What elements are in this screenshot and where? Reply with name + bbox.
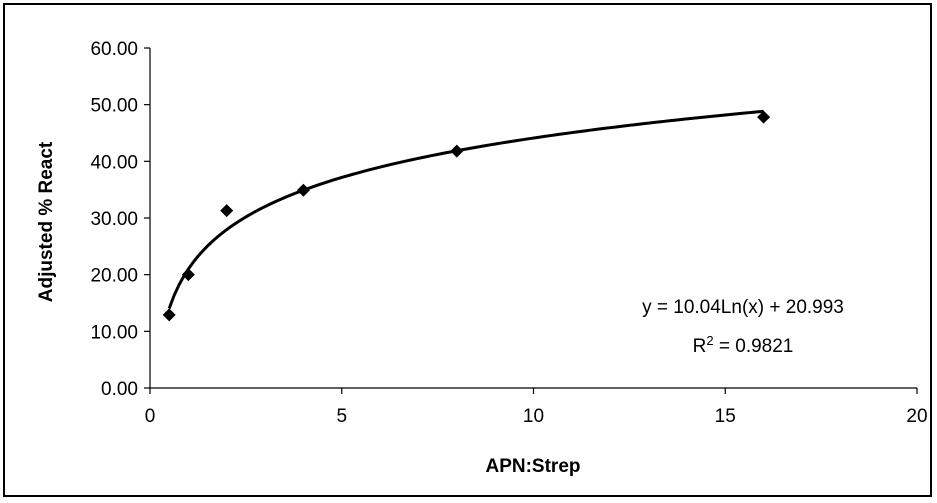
x-tick-label: 10 — [523, 406, 544, 427]
y-axis-title: Adjusted % React — [36, 141, 57, 302]
data-points — [162, 110, 771, 322]
trend-equation: y = 10.04Ln(x) + 20.993 — [642, 297, 844, 318]
x-tick-label: 0 — [145, 406, 156, 427]
y-tick-label: 0.00 — [101, 379, 138, 400]
trendline — [167, 109, 764, 310]
x-tick-label: 5 — [336, 406, 347, 427]
y-tick-label: 40.00 — [90, 152, 138, 173]
r-squared: R2 = 0.9821 — [693, 333, 794, 358]
r-squared-value: = 0.9821 — [714, 336, 794, 357]
y-tick-label: 20.00 — [90, 266, 138, 287]
y-tick-label: 10.00 — [90, 322, 138, 343]
y-tick-label: 60.00 — [90, 39, 138, 60]
data-point — [450, 144, 464, 158]
r-squared-exponent: 2 — [706, 333, 713, 348]
y-tick-label: 50.00 — [90, 96, 138, 117]
x-tick-label: 15 — [715, 406, 736, 427]
x-axis-ticks — [149, 388, 918, 394]
data-point — [220, 204, 234, 218]
chart-frame — [3, 3, 932, 497]
data-point — [181, 268, 195, 282]
data-point — [296, 183, 310, 197]
data-point — [757, 110, 771, 124]
y-axis-ticks — [144, 47, 150, 389]
y-tick-labels: 0.00 10.00 20.00 30.00 40.00 50.00 60.00 — [90, 39, 138, 400]
x-tick-label: 20 — [906, 406, 927, 427]
y-tick-label: 30.00 — [90, 209, 138, 230]
x-axis-title: APN:Strep — [485, 456, 580, 477]
x-tick-labels: 0 5 10 15 20 — [145, 406, 928, 427]
data-point — [162, 308, 176, 322]
r-squared-prefix: R — [693, 336, 707, 357]
